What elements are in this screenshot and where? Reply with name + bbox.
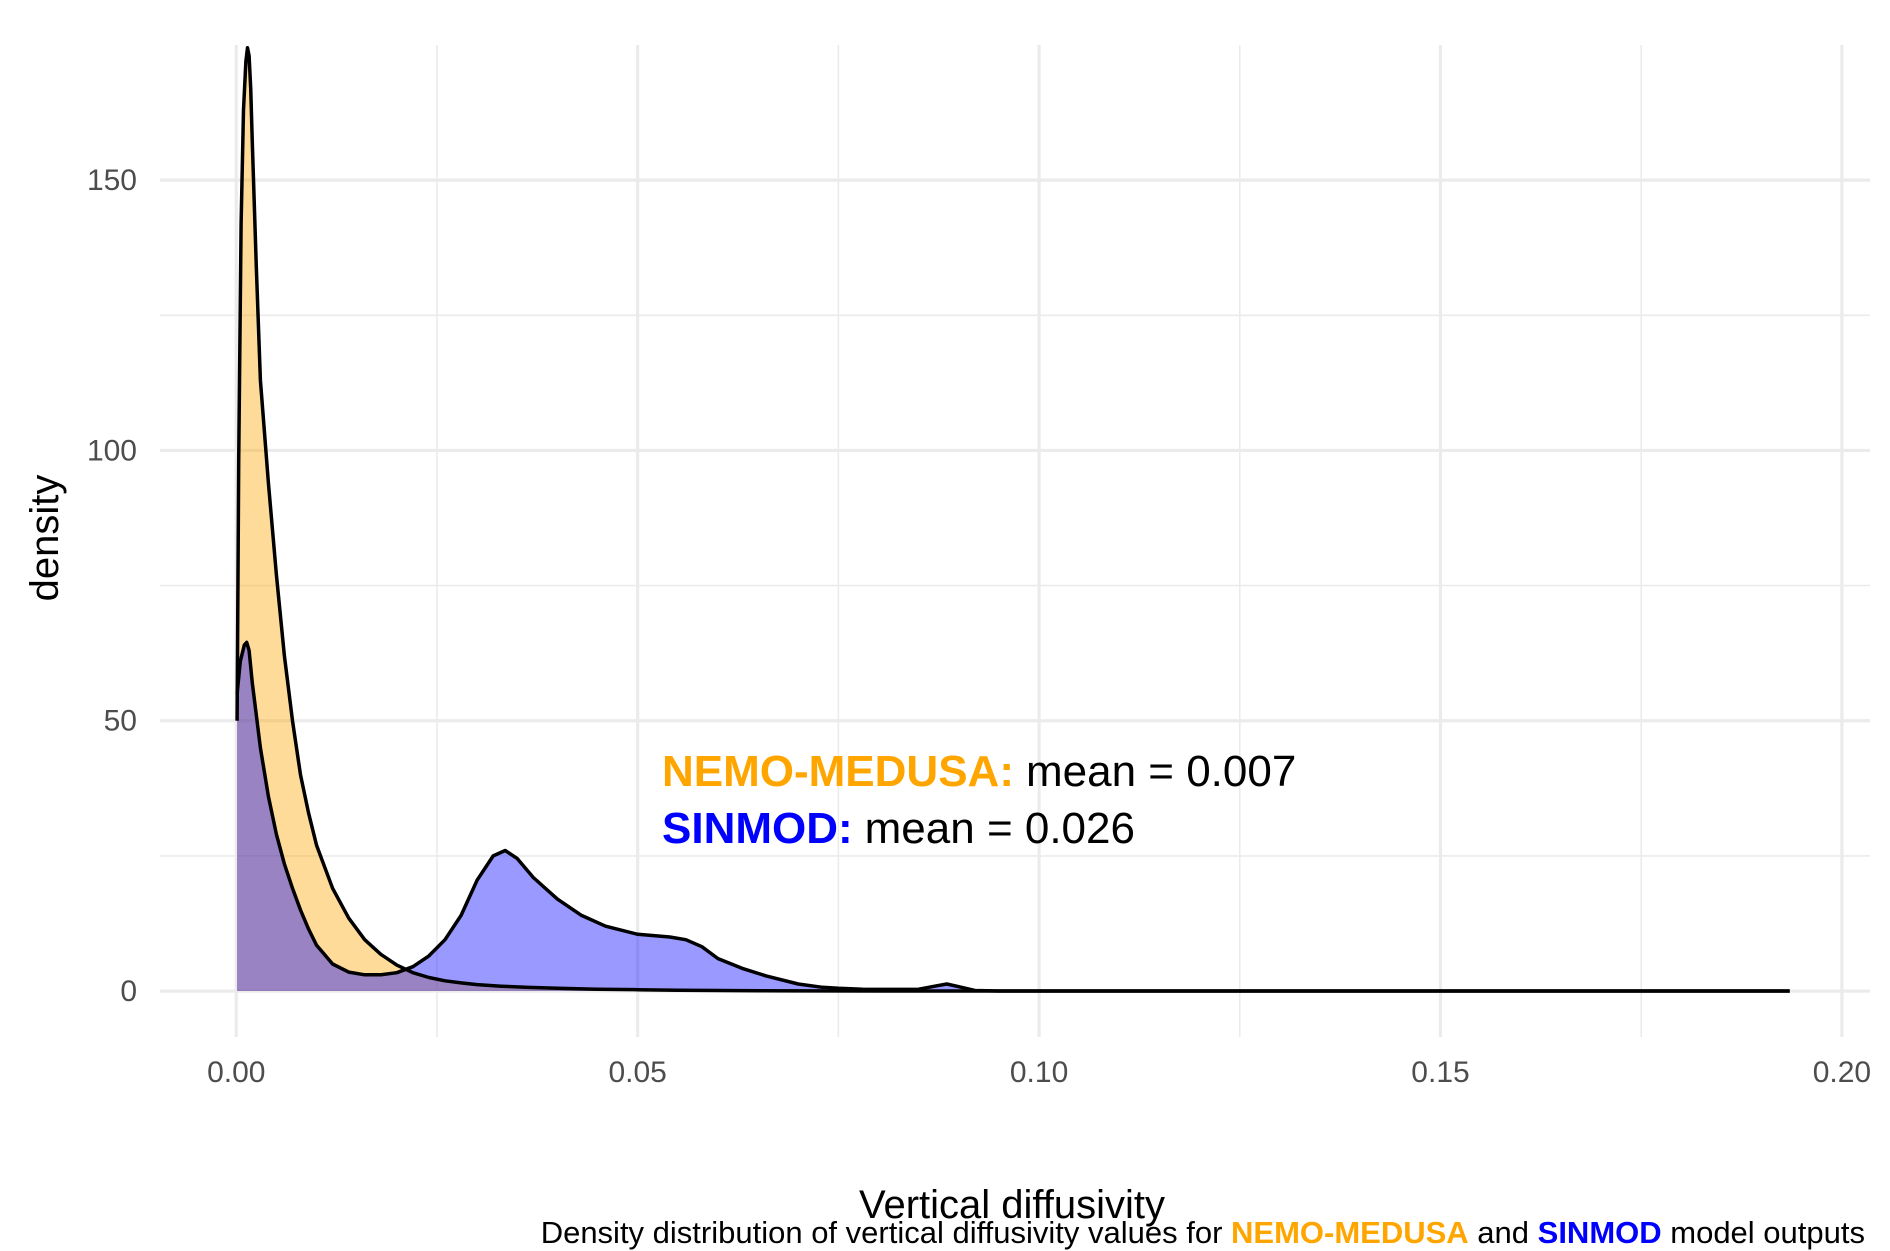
x-tick-label: 0.05 (608, 1056, 666, 1089)
x-axis-tick-labels: 0.00 0.05 0.10 0.15 0.20 (207, 1056, 1871, 1089)
caption-sinmod: SINMOD (1537, 1215, 1662, 1250)
x-axis-title: Vertical diffusivity (859, 1183, 1165, 1227)
x-tick-label: 0.10 (1010, 1056, 1068, 1089)
caption-nemo: NEMO-MEDUSA (1231, 1215, 1469, 1250)
y-tick-label: 50 (104, 705, 137, 738)
y-axis-title: density (23, 475, 67, 602)
x-tick-label: 0.20 (1813, 1056, 1871, 1089)
minor-gridlines (160, 45, 1870, 1037)
caption-prefix: Density distribution of vertical diffusi… (540, 1215, 1232, 1250)
annotation-sinmod-mean: mean = 0.026 (865, 804, 1135, 853)
density-series (235, 45, 1790, 993)
caption-middle: and (1468, 1215, 1538, 1250)
density-outline-sinmod (235, 640, 1790, 993)
y-tick-label: 150 (87, 164, 137, 197)
y-axis-tick-labels: 0 50 100 150 (87, 164, 137, 1008)
x-tick-label: 0.15 (1411, 1056, 1469, 1089)
y-tick-label: 0 (120, 975, 137, 1008)
mean-annotation: NEMO-MEDUSA: mean = 0.007 SINMOD: mean = 0… (662, 747, 1296, 853)
density-outline-nemo-medusa (235, 45, 1790, 993)
annotation-nemo-mean: mean = 0.007 (1026, 747, 1296, 796)
annotation-nemo: NEMO-MEDUSA: mean = 0.007 (662, 747, 1296, 796)
y-tick-label: 100 (87, 434, 137, 467)
annotation-sinmod-label: SINMOD: (662, 804, 853, 853)
annotation-sinmod: SINMOD: mean = 0.026 (662, 804, 1135, 853)
x-tick-label: 0.00 (207, 1056, 265, 1089)
chart-caption: Density distribution of vertical diffusi… (541, 1215, 1865, 1251)
caption-suffix: model outputs (1661, 1215, 1865, 1250)
annotation-nemo-label: NEMO-MEDUSA: (662, 747, 1014, 796)
